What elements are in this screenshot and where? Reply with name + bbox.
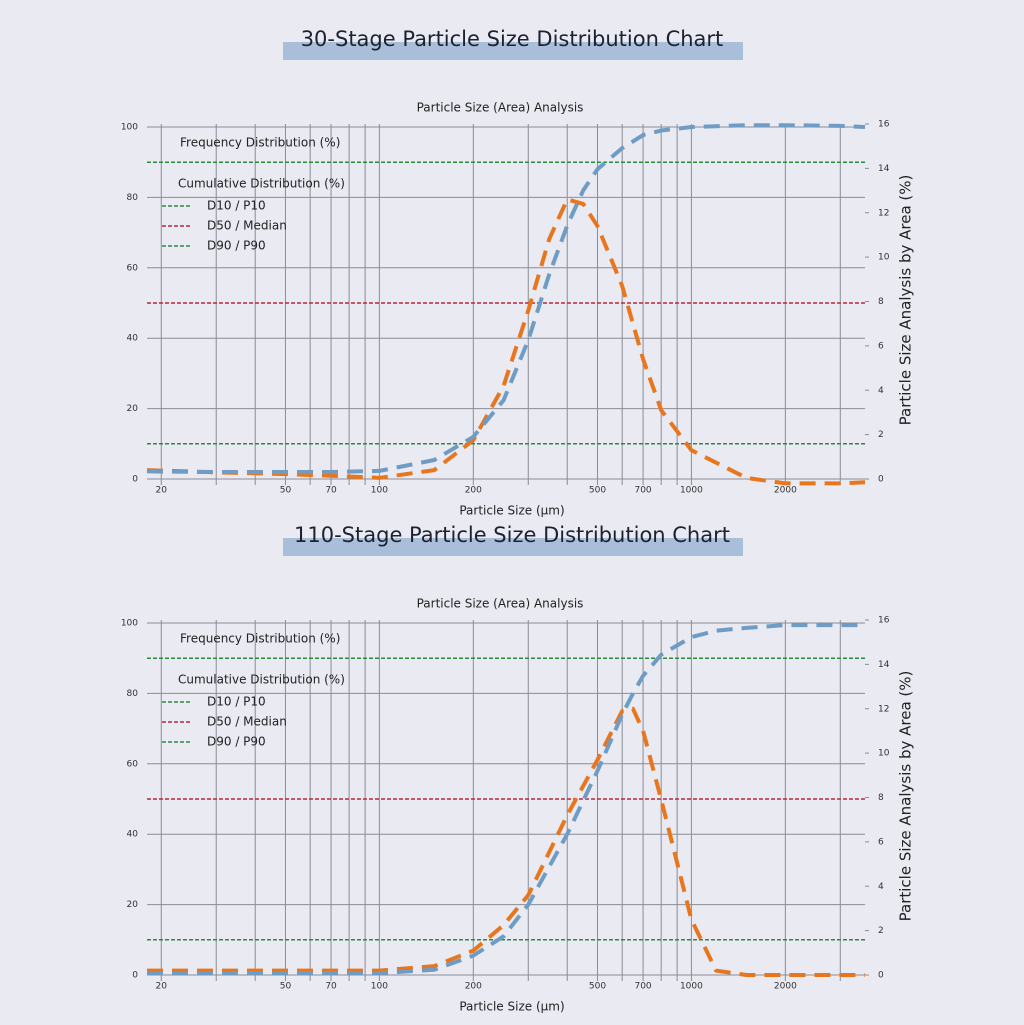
legend-label: Frequency Distribution (%) [180, 632, 340, 646]
x-tick-label: 2000 [774, 486, 797, 496]
y2-tick-label: 6 [878, 341, 884, 351]
y2-tick-label: 8 [878, 297, 884, 307]
legend-label: D90 / P90 [207, 239, 266, 253]
chart-title: 110-Stage Particle Size Distribution Cha… [294, 523, 730, 547]
legend-label: Frequency Distribution (%) [180, 136, 340, 150]
chart: 30-Stage Particle Size Distribution Char… [121, 27, 915, 518]
series-line [147, 706, 865, 977]
y2-tick-label: 14 [878, 164, 890, 174]
x-tick-label: 50 [280, 982, 292, 992]
y-tick-label: 80 [127, 193, 139, 203]
y2-tick-label: 10 [878, 253, 890, 263]
x-tick-label: 50 [280, 486, 292, 496]
chart-subtitle: Particle Size (Area) Analysis [417, 597, 584, 611]
y2-tick-label: 14 [878, 660, 890, 670]
x-tick-label: 200 [465, 486, 482, 496]
y2-tick-label: 10 [878, 749, 890, 759]
y2-tick-label: 12 [878, 704, 889, 714]
series-line [147, 623, 865, 976]
y-tick-label: 0 [132, 971, 138, 981]
y-tick-label: 40 [127, 830, 139, 840]
x-tick-label: 20 [156, 486, 168, 496]
legend-label: D90 / P90 [207, 735, 266, 749]
chart-subtitle: Particle Size (Area) Analysis [417, 101, 584, 115]
title-banner [283, 538, 743, 556]
y2-tick-label: 16 [878, 120, 890, 130]
y2-tick-label: 6 [878, 837, 884, 847]
series-line [146, 123, 866, 474]
x-tick-label: 100 [371, 486, 388, 496]
chart-title: 30-Stage Particle Size Distribution Char… [301, 27, 724, 51]
y2-tick-label: 2 [878, 430, 884, 440]
x-tick-label: 2000 [774, 982, 797, 992]
y-tick-label: 40 [127, 334, 139, 344]
y2-tick-label: 4 [878, 386, 884, 396]
y2-tick-label: 0 [878, 475, 884, 485]
x-tick-label: 500 [589, 982, 606, 992]
y2-tick-label: 12 [878, 208, 889, 218]
legend-label: D10 / P10 [207, 199, 266, 213]
x-tick-label: 70 [325, 982, 337, 992]
y2-tick-label: 16 [878, 616, 890, 626]
x-axis-label: Particle Size (μm) [459, 504, 564, 518]
x-tick-label: 20 [156, 982, 168, 992]
y-tick-label: 100 [121, 123, 138, 133]
y2-tick-label: 2 [878, 926, 884, 936]
x-tick-label: 1000 [680, 486, 703, 496]
x-tick-label: 1000 [680, 982, 703, 992]
x-tick-label: 700 [634, 486, 651, 496]
y2-tick-label: 8 [878, 793, 884, 803]
x-tick-label: 500 [589, 486, 606, 496]
x-tick-label: 70 [325, 486, 337, 496]
y2-tick-label: 0 [878, 971, 884, 981]
y-tick-label: 0 [132, 475, 138, 485]
x-axis-label: Particle Size (μm) [459, 1000, 564, 1014]
y-tick-label: 60 [127, 263, 139, 273]
legend-label: Cumulative Distribution (%) [178, 673, 345, 687]
y-tick-label: 20 [127, 900, 139, 910]
y-tick-label: 60 [127, 759, 139, 769]
legend-label: D50 / Median [207, 715, 287, 729]
x-tick-label: 200 [465, 982, 482, 992]
y2-tick-label: 4 [878, 882, 884, 892]
legend-label: Cumulative Distribution (%) [178, 177, 345, 191]
x-tick-label: 700 [634, 982, 651, 992]
legend-label: D50 / Median [207, 219, 287, 233]
title-banner [283, 42, 743, 60]
chart: 110-Stage Particle Size Distribution Cha… [121, 523, 915, 1014]
x-tick-label: 100 [371, 982, 388, 992]
y-tick-label: 100 [121, 619, 138, 629]
legend-label: D10 / P10 [207, 695, 266, 709]
y2-axis-label: Particle Size Analysis by Area (%) [897, 671, 915, 922]
y-tick-label: 80 [127, 689, 139, 699]
y-tick-label: 20 [127, 404, 139, 414]
y2-axis-label: Particle Size Analysis by Area (%) [897, 175, 915, 426]
series-line [146, 197, 866, 486]
